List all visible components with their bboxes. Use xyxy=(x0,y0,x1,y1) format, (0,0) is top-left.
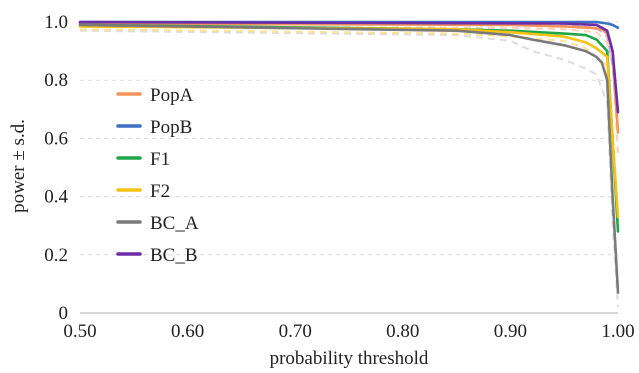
series-layer xyxy=(78,20,620,294)
x-tick-label: 1.00 xyxy=(601,321,634,342)
y-tick-label: 0 xyxy=(59,303,69,324)
y-tick-label: 1.0 xyxy=(44,12,68,33)
legend-label-f2: F2 xyxy=(150,181,170,202)
legend-label-bc-a: BC_A xyxy=(150,213,199,234)
y-tick-label: 0.4 xyxy=(44,187,68,208)
y-tick-label: 0.2 xyxy=(44,245,68,266)
axis-layer: 0 0.2 0.4 0.6 0.8 1.0 0.50 0.60 0.70 0.80 0.90 1.00 xyxy=(44,12,634,342)
x-tick-label: 0.50 xyxy=(63,321,96,342)
x-tick-label: 0.80 xyxy=(386,321,419,342)
legend-label-popa: PopA xyxy=(150,85,194,106)
legend: PopA PopB F1 F2 BC_A BC_B xyxy=(116,85,199,266)
series-line-bc-a xyxy=(78,23,620,294)
legend-label-f1: F1 xyxy=(150,149,170,170)
x-axis-title: probability threshold xyxy=(270,348,429,369)
x-tick-label: 0.90 xyxy=(494,321,527,342)
series-line-f2 xyxy=(78,25,620,219)
series-line-bc-b xyxy=(78,20,620,114)
y-tick-label: 0.8 xyxy=(44,70,68,91)
legend-label-popb: PopB xyxy=(150,117,192,138)
x-tick-label: 0.70 xyxy=(279,321,312,342)
y-axis-title: power ± s.d. xyxy=(8,119,29,213)
legend-label-bc-b: BC_B xyxy=(150,245,198,266)
y-tick-label: 0.6 xyxy=(44,128,68,149)
x-tick-label: 0.60 xyxy=(171,321,204,342)
